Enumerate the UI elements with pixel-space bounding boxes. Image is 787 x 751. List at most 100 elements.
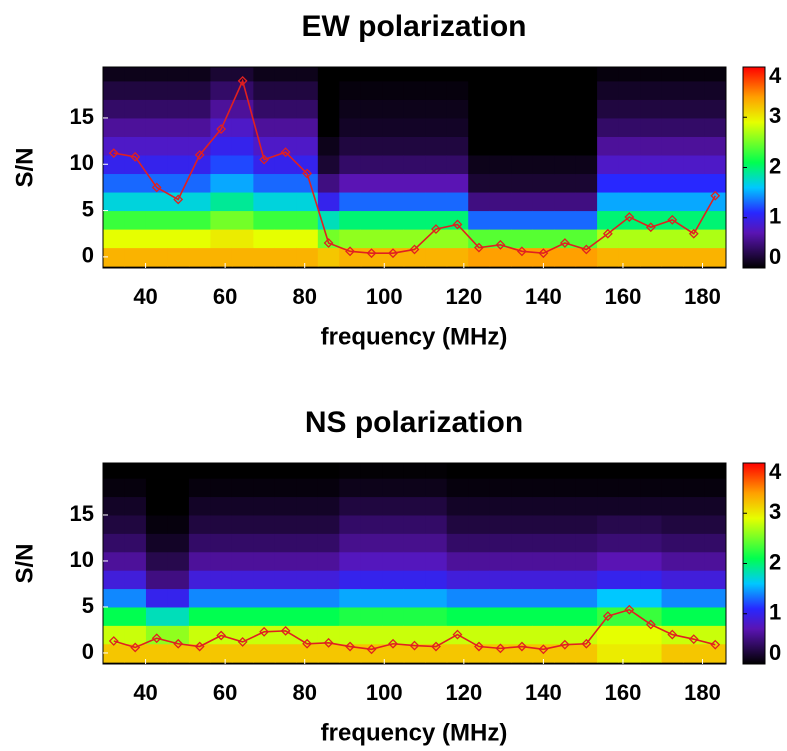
heatmap-cell bbox=[339, 514, 362, 534]
heatmap-cell bbox=[575, 588, 598, 608]
heatmap-cell bbox=[296, 192, 319, 212]
heatmap-cell bbox=[103, 478, 125, 498]
marker bbox=[130, 642, 141, 653]
heatmap-cell bbox=[704, 247, 726, 267]
heatmap-cell bbox=[554, 67, 577, 82]
heatmap-cell bbox=[554, 514, 577, 534]
heatmap-cell bbox=[145, 192, 168, 212]
heatmap-cell bbox=[489, 478, 512, 498]
heatmap-cell bbox=[253, 643, 276, 663]
heatmap-cell bbox=[511, 606, 534, 626]
heatmap-cell bbox=[124, 229, 147, 249]
heatmap-cell bbox=[188, 625, 211, 645]
heatmap-cell bbox=[403, 136, 426, 156]
heatmap-cell bbox=[145, 117, 168, 137]
heatmap-cell bbox=[554, 80, 577, 100]
heatmap-cell bbox=[145, 551, 168, 571]
heatmap-cell bbox=[468, 463, 491, 479]
heatmap-cell bbox=[554, 643, 577, 663]
heatmap-cell bbox=[597, 99, 620, 119]
heatmap-cell bbox=[511, 463, 534, 479]
heatmap-cell bbox=[489, 136, 512, 156]
heatmap-cell bbox=[253, 570, 276, 590]
heatmap-cell bbox=[274, 588, 297, 608]
heatmap-cell bbox=[554, 192, 577, 212]
heatmap-cell bbox=[446, 478, 469, 498]
heatmap-cell bbox=[382, 551, 405, 571]
heatmap-cell bbox=[317, 247, 340, 267]
heatmap-cell bbox=[704, 67, 726, 82]
marker bbox=[452, 629, 463, 640]
heatmap-cell bbox=[339, 67, 362, 82]
heatmap-cell bbox=[274, 67, 297, 82]
heatmap-cell bbox=[231, 136, 254, 156]
heatmap-cell bbox=[425, 117, 448, 137]
heatmap-cell bbox=[274, 154, 297, 175]
heatmap-cell bbox=[382, 478, 405, 498]
heatmap-cell bbox=[124, 514, 147, 534]
heatmap-cell bbox=[296, 570, 319, 590]
heatmap-cell bbox=[511, 570, 534, 590]
heatmap-cell bbox=[253, 533, 276, 553]
heatmap-cell bbox=[683, 463, 706, 479]
heatmap-cell bbox=[554, 247, 577, 267]
heatmap-cell bbox=[575, 229, 598, 249]
heatmap-cell bbox=[167, 154, 190, 175]
heatmap-cell bbox=[532, 80, 555, 100]
heatmap-cell bbox=[296, 606, 319, 626]
heatmap-cell bbox=[274, 99, 297, 119]
heatmap-cell bbox=[360, 625, 383, 645]
heatmap-cell bbox=[489, 210, 512, 230]
heatmap-cell bbox=[468, 514, 491, 534]
heatmap-cell bbox=[575, 210, 598, 230]
heatmap-cell bbox=[253, 154, 276, 175]
heatmap-cell bbox=[382, 192, 405, 212]
heatmap-cell bbox=[640, 643, 663, 663]
heatmap-cell bbox=[317, 625, 340, 645]
heatmap-cell bbox=[403, 67, 426, 82]
heatmap-cell bbox=[296, 533, 319, 553]
heatmap-cell bbox=[274, 514, 297, 534]
y-tick-label: 5 bbox=[82, 196, 94, 221]
heatmap-cell bbox=[554, 463, 577, 479]
x-tick-label: 120 bbox=[445, 284, 482, 309]
heatmap-cell bbox=[489, 173, 512, 193]
marker bbox=[388, 638, 398, 649]
heatmap-cell bbox=[511, 643, 534, 663]
line bbox=[113, 78, 716, 254]
heatmap-cell bbox=[274, 551, 297, 571]
heatmap-cell bbox=[210, 67, 233, 82]
heatmap-cell bbox=[575, 570, 598, 590]
heatmap-cell bbox=[425, 210, 448, 230]
heatmap-cell bbox=[360, 588, 383, 608]
heatmap-cell bbox=[704, 463, 726, 479]
heatmap-cell bbox=[640, 117, 663, 137]
heatmap-cell bbox=[597, 514, 620, 534]
heatmap-cell bbox=[296, 625, 319, 645]
heatmap-cell bbox=[597, 463, 620, 479]
heatmap-cell bbox=[167, 588, 190, 608]
heatmap-cell bbox=[446, 173, 469, 193]
heatmap-cell bbox=[167, 247, 190, 267]
heatmap-cell bbox=[231, 478, 254, 498]
heatmap-cell bbox=[446, 80, 469, 100]
y-tick-label: 10 bbox=[70, 150, 94, 175]
chart-title: NS polarization bbox=[305, 406, 523, 439]
marker bbox=[323, 637, 334, 648]
marker bbox=[688, 634, 699, 645]
heatmap-cell bbox=[618, 247, 641, 267]
heatmap-cell bbox=[296, 99, 319, 119]
heatmap-cell bbox=[339, 247, 362, 267]
heatmap-cell bbox=[425, 67, 448, 82]
heatmap-cell bbox=[704, 154, 726, 175]
heatmap-cell bbox=[425, 463, 448, 479]
heatmap-cell bbox=[618, 67, 641, 82]
heatmap-cell bbox=[425, 154, 448, 175]
heatmap-cell bbox=[167, 643, 190, 663]
heatmap-cell bbox=[317, 478, 340, 498]
marker bbox=[323, 238, 334, 248]
heatmap-cell bbox=[511, 173, 534, 193]
heatmap-cell bbox=[425, 496, 448, 516]
colorbar-tick-label: 0 bbox=[769, 244, 781, 269]
heatmap-cell bbox=[210, 514, 233, 534]
